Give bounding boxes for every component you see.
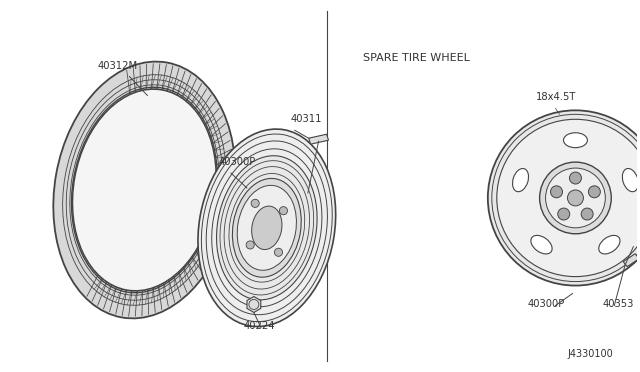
Ellipse shape [563,133,588,148]
Text: SPARE TIRE WHEEL: SPARE TIRE WHEEL [364,52,470,62]
Ellipse shape [232,179,301,277]
Ellipse shape [252,206,282,250]
Text: 40353: 40353 [602,299,634,310]
Ellipse shape [599,235,620,254]
Ellipse shape [72,87,217,293]
Ellipse shape [581,208,593,220]
Text: 18x4.5T: 18x4.5T [536,92,576,102]
Ellipse shape [531,235,552,254]
Ellipse shape [198,129,336,327]
Ellipse shape [216,156,317,300]
Text: 40311: 40311 [291,114,322,124]
Ellipse shape [570,172,581,184]
Ellipse shape [545,168,605,228]
Ellipse shape [488,110,640,286]
Ellipse shape [558,208,570,220]
Ellipse shape [275,248,282,256]
Text: J4330100: J4330100 [568,349,613,359]
Ellipse shape [72,89,216,291]
Polygon shape [247,296,260,312]
Ellipse shape [568,190,584,206]
Polygon shape [623,254,639,267]
Ellipse shape [246,241,254,249]
Ellipse shape [622,169,638,192]
Ellipse shape [280,206,287,215]
Text: 40224: 40224 [244,321,275,331]
Ellipse shape [237,185,296,270]
Ellipse shape [53,62,236,318]
Ellipse shape [550,186,563,198]
Polygon shape [308,134,328,144]
Ellipse shape [513,169,529,192]
Text: 40300P: 40300P [219,157,256,167]
Ellipse shape [497,119,640,277]
Ellipse shape [588,186,600,198]
Text: 40312M: 40312M [97,61,138,71]
Text: 40300P: 40300P [527,299,565,310]
Ellipse shape [540,162,611,234]
Ellipse shape [251,199,259,208]
